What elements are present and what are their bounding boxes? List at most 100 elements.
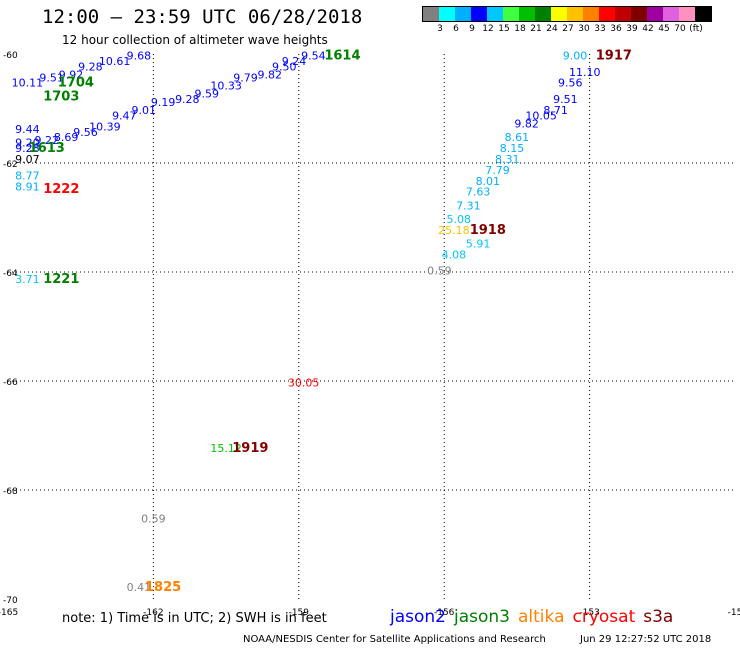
color-scale-swatch xyxy=(423,7,439,21)
wave-height-point: 9.19 xyxy=(151,96,176,109)
wave-height-point: 9.54 xyxy=(301,49,326,62)
satellite-legend-item: jason3 xyxy=(454,607,510,627)
wave-height-point: 9.92 xyxy=(59,69,84,82)
wave-height-point: 10.11 xyxy=(12,77,44,90)
color-scale-label: 6 xyxy=(453,24,459,34)
color-scale-swatch xyxy=(663,7,679,21)
color-scale-swatch xyxy=(503,7,519,21)
wave-height-point: 15.12 xyxy=(210,442,242,455)
wave-height-point: 9.07 xyxy=(15,153,40,166)
wave-height-point: 9.50 xyxy=(272,60,297,73)
wave-height-point: 10.33 xyxy=(210,79,242,92)
wave-height-point: 5.91 xyxy=(466,237,491,250)
wave-height-point: 8.31 xyxy=(495,153,520,166)
wave-height-point: 9.82 xyxy=(514,118,539,131)
footer-note: note: 1) Time is in UTC; 2) SWH is in fe… xyxy=(62,611,327,626)
color-scale-labels: 3 6 9 12 15 18 21 24 27 30 33 36 39 42 45 70 (ft) xyxy=(422,22,712,34)
x-tick-label: -153 xyxy=(579,608,599,618)
wave-height-point: 8.77 xyxy=(15,169,40,182)
color-scale-label: 39 xyxy=(626,24,638,34)
color-scale-label: 3 xyxy=(437,24,443,34)
color-scale-label: 15 xyxy=(498,24,510,34)
pass-time-label: 1614 xyxy=(324,48,360,63)
x-tick-label: -165 xyxy=(0,608,18,618)
wave-height-point: 11.10 xyxy=(569,66,601,79)
satellite-legend: jason2 jason3 altika cryosat s3a xyxy=(390,607,681,627)
wave-height-point: 9.68 xyxy=(127,49,152,62)
wave-height-point: 9.44 xyxy=(15,123,40,136)
color-scale-label: (ft) xyxy=(689,24,703,34)
color-scale-swatch xyxy=(695,7,711,21)
wave-height-point: 9.00 xyxy=(563,49,588,62)
pass-time-label: 1221 xyxy=(43,272,79,287)
pass-time-label: 1918 xyxy=(470,223,506,238)
color-scale-label: 33 xyxy=(594,24,606,34)
wave-height-point: 9.22 xyxy=(35,134,60,147)
wave-height-point: 9.56 xyxy=(558,77,583,90)
color-scale-label: 21 xyxy=(530,24,542,34)
satellite-legend-item: altika xyxy=(518,607,565,627)
pass-time-label: 1704 xyxy=(58,76,94,91)
wave-height-point: 5.08 xyxy=(446,213,471,226)
wave-height-point: 9.51 xyxy=(553,93,578,106)
pass-time-label: 1703 xyxy=(43,89,79,104)
wave-height-point: 3.71 xyxy=(15,273,40,286)
wave-height-point: 4.08 xyxy=(442,248,467,261)
color-scale-label: 18 xyxy=(514,24,526,34)
color-scale-label: 9 xyxy=(469,24,475,34)
pass-time-label: 1919 xyxy=(232,441,268,456)
wave-height-point: 9.20 xyxy=(15,137,40,150)
color-scale-legend: 3 6 9 12 15 18 21 24 27 30 33 36 39 42 45 70 (ft) xyxy=(422,6,712,34)
footer-timestamp: Jun 29 12:27:52 UTC 2018 xyxy=(580,634,712,645)
color-scale-swatch xyxy=(615,7,631,21)
color-scale-swatch xyxy=(487,7,503,21)
y-tick-label: -70 xyxy=(3,596,18,606)
pass-time-label: 1222 xyxy=(43,182,79,197)
wave-height-point: 9.28 xyxy=(175,93,200,106)
wave-height-point: 10.39 xyxy=(89,120,121,133)
color-scale-label: 42 xyxy=(642,24,654,34)
color-scale-swatch xyxy=(535,7,551,21)
y-tick-label: -66 xyxy=(3,378,18,388)
wave-height-point: 9.47 xyxy=(112,109,137,122)
wave-height-point: 8.61 xyxy=(505,131,530,144)
color-scale-swatch xyxy=(471,7,487,21)
y-tick-label: -64 xyxy=(3,269,18,279)
wave-height-point: 8.91 xyxy=(15,180,40,193)
satellite-legend-item: jason2 xyxy=(390,607,446,627)
satellite-legend-item: s3a xyxy=(643,607,674,627)
wave-height-point: 8.15 xyxy=(500,142,525,155)
pass-time-label: 1825 xyxy=(145,580,181,595)
color-scale-label: 30 xyxy=(578,24,590,34)
wave-height-point: 7.63 xyxy=(466,186,491,199)
x-tick-label: -162 xyxy=(143,608,163,618)
pass-time-label: 1917 xyxy=(596,48,632,63)
wave-height-point: 0.41 xyxy=(127,581,152,594)
wave-height-point: 9.01 xyxy=(131,104,156,117)
footer-credit: NOAA/NESDIS Center for Satellite Applica… xyxy=(243,634,546,645)
chart-subtitle: 12 hour collection of altimeter wave hei… xyxy=(62,33,328,47)
wave-height-point: 7.31 xyxy=(456,199,481,212)
color-scale-label: 70 xyxy=(674,24,686,34)
color-scale-label: 36 xyxy=(610,24,622,34)
color-scale-swatch xyxy=(455,7,471,21)
color-scale-swatch xyxy=(439,7,455,21)
y-tick-label: -62 xyxy=(3,160,18,170)
wave-height-point: 9.79 xyxy=(233,71,258,84)
color-scale-swatch xyxy=(583,7,599,21)
wave-height-point: 9.51 xyxy=(39,71,64,84)
color-scale-label: 45 xyxy=(658,24,670,34)
color-scale-label: 12 xyxy=(482,24,494,34)
wave-height-point: 0.59 xyxy=(427,265,452,278)
wave-height-point: 30.05 xyxy=(288,376,320,389)
color-scale-swatch xyxy=(567,7,583,21)
color-scale-swatch xyxy=(631,7,647,21)
color-scale-label: 24 xyxy=(546,24,558,34)
wave-height-point: 10.61 xyxy=(99,55,131,68)
color-scale-swatch xyxy=(647,7,663,21)
color-scale-swatches xyxy=(422,6,712,22)
y-tick-label: -60 xyxy=(3,51,18,61)
x-tick-label: -156 xyxy=(434,608,455,618)
wave-height-point: 9.28 xyxy=(15,142,40,155)
wave-height-point: 9.56 xyxy=(73,126,98,139)
